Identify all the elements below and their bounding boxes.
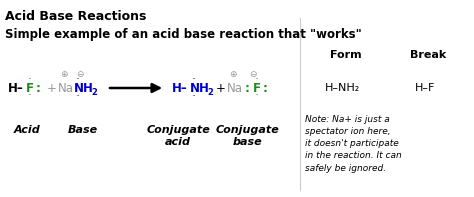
Text: Base: Base xyxy=(68,125,98,135)
Text: Na: Na xyxy=(58,82,74,95)
Text: F: F xyxy=(253,82,261,95)
Text: Form: Form xyxy=(330,50,362,60)
Text: ⊖: ⊖ xyxy=(76,70,83,78)
Text: ⊕: ⊕ xyxy=(60,70,67,78)
Text: H–: H– xyxy=(172,82,188,95)
Text: ⊕: ⊕ xyxy=(229,70,237,78)
Text: Conjugate
acid: Conjugate acid xyxy=(146,125,210,147)
Text: Na: Na xyxy=(227,82,243,95)
Text: ··: ·· xyxy=(191,75,196,85)
Text: ··: ·· xyxy=(191,93,196,101)
Text: :: : xyxy=(36,82,41,95)
Text: H–NH₂: H–NH₂ xyxy=(325,83,360,93)
Text: F: F xyxy=(26,82,34,95)
Text: ··: ·· xyxy=(27,75,32,85)
Text: Acid: Acid xyxy=(14,125,41,135)
Text: Break: Break xyxy=(410,50,446,60)
Text: NH: NH xyxy=(190,82,210,95)
Text: Simple example of an acid base reaction that "works": Simple example of an acid base reaction … xyxy=(5,28,362,41)
Text: +: + xyxy=(47,82,57,95)
Text: :: : xyxy=(245,82,250,95)
Text: H–F: H–F xyxy=(415,83,436,93)
Text: ··: ·· xyxy=(254,75,259,85)
Text: Conjugate
base: Conjugate base xyxy=(215,125,279,147)
Text: H–: H– xyxy=(8,82,24,95)
Text: 2: 2 xyxy=(207,87,213,97)
Text: ⊖: ⊖ xyxy=(249,70,256,78)
Text: 2: 2 xyxy=(91,87,97,97)
Text: ··: ·· xyxy=(75,75,80,85)
Text: Note: Na+ is just a
spectator ion here,
it doesn't participate
in the reaction. : Note: Na+ is just a spectator ion here, … xyxy=(305,115,402,173)
Text: :: : xyxy=(263,82,268,95)
Text: NH: NH xyxy=(74,82,94,95)
Text: +: + xyxy=(216,82,226,95)
Text: ··: ·· xyxy=(27,91,32,100)
Text: ··: ·· xyxy=(75,93,80,101)
Text: ··: ·· xyxy=(254,91,259,100)
Text: Acid Base Reactions: Acid Base Reactions xyxy=(5,10,146,23)
